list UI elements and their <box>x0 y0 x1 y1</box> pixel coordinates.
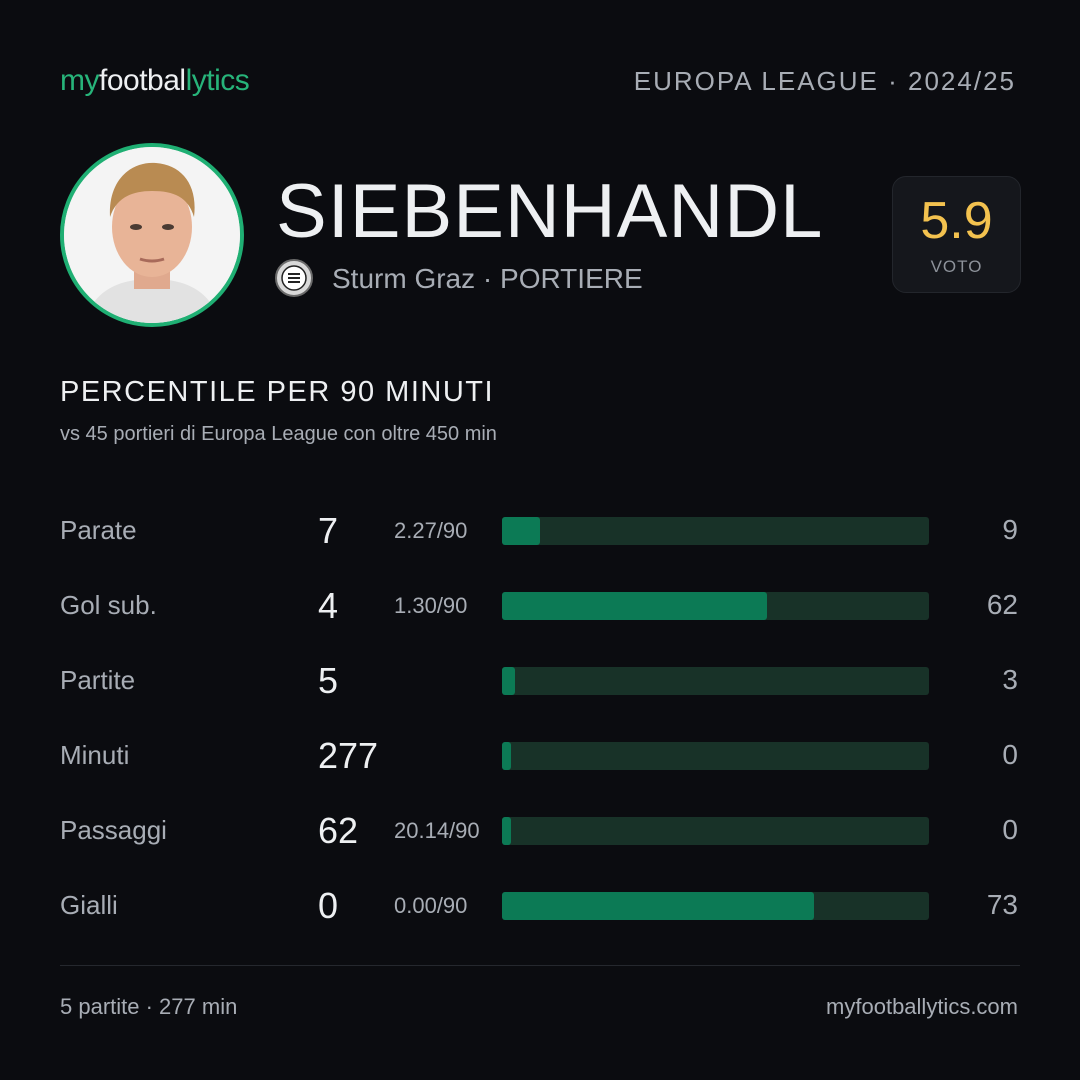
photo-illustration <box>64 147 240 323</box>
footer-summary: 5 partite · 277 min <box>60 994 238 1019</box>
stat-label: Partite <box>60 665 136 695</box>
rating-label: VOTO <box>930 257 983 276</box>
team-role: Sturm Graz · PORTIERE <box>332 263 643 294</box>
brand-part: my <box>60 64 100 97</box>
percentile-value: 62 <box>986 589 1018 620</box>
brand-part: footbal <box>99 64 186 97</box>
percentile-bar <box>502 817 511 845</box>
percentile-bar <box>502 592 767 620</box>
percentile-track <box>502 592 929 620</box>
rating-box: 5.9 VOTO <box>892 176 1021 293</box>
stat-label: Minuti <box>60 740 130 770</box>
brand: myfootballytics <box>60 64 250 98</box>
stat-label: Passaggi <box>60 815 167 845</box>
stat-per90: 20.14/90 <box>394 818 480 843</box>
brand-part: lytics <box>185 64 250 97</box>
player-photo <box>60 143 244 327</box>
club-crest <box>275 259 313 297</box>
stat-per90: 0.00/90 <box>394 893 468 918</box>
rating: 5.9 <box>920 192 993 250</box>
percentile-track <box>502 667 929 695</box>
stat-value: 277 <box>318 735 379 776</box>
percentile-bar <box>502 667 515 695</box>
stat-per90: 2.27/90 <box>394 518 468 543</box>
competition: EUROPA LEAGUE · 2024/25 <box>633 66 1016 96</box>
stat-per90: 1.30/90 <box>394 593 468 618</box>
divider <box>60 965 1020 966</box>
stat-value: 0 <box>318 885 339 926</box>
stat-label: Gialli <box>60 890 118 920</box>
percentile-track <box>502 742 929 770</box>
stat-value: 7 <box>318 510 339 551</box>
section-subtitle: vs 45 portieri di Europa League con oltr… <box>60 423 497 445</box>
player-name: SIEBENHANDL <box>276 169 824 254</box>
section-title: PERCENTILE PER 90 MINUTI <box>60 376 495 408</box>
stat-value: 5 <box>318 660 339 701</box>
percentile-bar <box>502 892 814 920</box>
percentile-value: 3 <box>1002 664 1018 695</box>
stat-value: 62 <box>318 810 359 851</box>
stat-label: Parate <box>60 515 137 545</box>
percentile-track <box>502 517 929 545</box>
percentile-bar <box>502 517 541 545</box>
percentile-value: 0 <box>1002 739 1018 770</box>
percentile-bar <box>502 742 511 770</box>
percentile-value: 9 <box>1002 514 1018 545</box>
stat-value: 4 <box>318 585 339 626</box>
percentile-value: 73 <box>986 889 1018 920</box>
percentile-value: 0 <box>1002 814 1018 845</box>
percentile-track <box>502 892 929 920</box>
footer-site: myfootballytics.com <box>826 994 1018 1019</box>
percentile-track <box>502 817 929 845</box>
stat-label: Gol sub. <box>60 590 157 620</box>
